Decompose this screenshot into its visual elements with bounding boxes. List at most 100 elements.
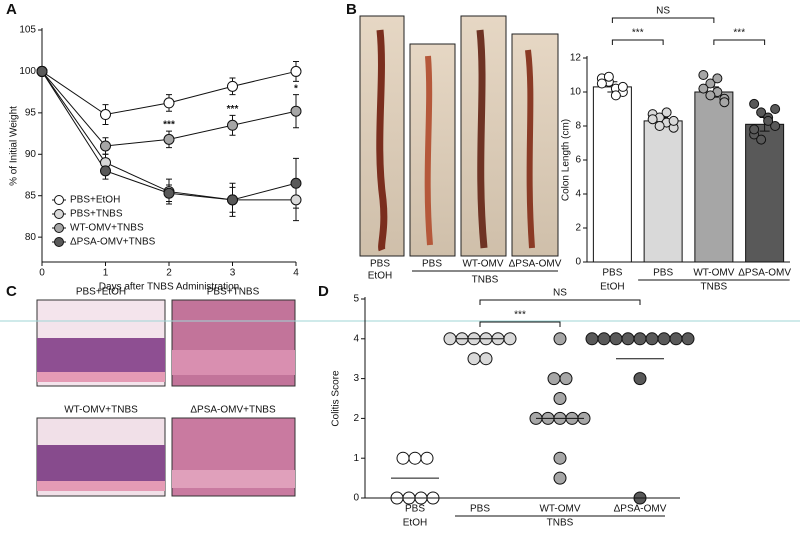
comparison-bracket [611,17,715,23]
data-point [100,140,111,152]
x-tick-label: 3 [230,268,236,279]
comparison-bracket [611,39,664,45]
data-point [698,83,709,94]
data-point [290,194,302,206]
bar [745,123,785,263]
legend-label: WT-OMV+TNBS [70,223,144,234]
y-tick-label: 2 [575,223,581,234]
photo [409,43,456,257]
panel-label: D [318,283,329,300]
group-label: TNBS [701,282,728,293]
data-point [763,115,774,126]
y-axis-label: % of Initial Weight [9,106,20,186]
data-point [749,98,760,109]
y-tick-label: 90 [25,149,37,160]
y-tick-label: 10 [570,87,582,98]
y-tick-label: 6 [575,155,581,166]
data-point [705,90,716,101]
y-tick-label: 95 [25,107,37,118]
data-point [290,65,302,77]
data-point [100,109,111,121]
data-point [597,332,611,346]
x-tick-label: ΔPSA-OMV [614,504,667,515]
histology-title: ΔPSA-OMV+TNBS [190,405,276,416]
comparison-label: NS [656,6,670,17]
data-point [479,352,493,366]
data-point [719,97,730,108]
comparison-bracket [479,299,641,305]
histology: PBS+EtOH PBS+TNBS WT-OMV+TNBS ΔPSA-OMV+T… [36,287,296,497]
histology-title: PBS+EtOH [76,287,126,298]
data-point [408,451,422,465]
photo-label: ΔPSA-OMV [509,259,562,270]
data-point [553,392,567,405]
legend-label: ΔPSA-OMV+TNBS [70,237,156,248]
photo-label: PBS [370,259,390,270]
comparison-label: *** [733,28,745,39]
data-point [661,107,672,118]
data-point [617,81,628,92]
colon [424,55,433,246]
y-tick-label: 1 [353,453,359,464]
data-point [647,114,658,125]
annotation: *** [163,120,175,131]
y-axis-label: Colon Length (cm) [561,119,572,201]
data-point [396,451,410,465]
y-tick-label: 4 [575,189,581,200]
y-tick-label: 100 [19,66,36,77]
data-point [756,107,767,118]
data-point [443,332,457,346]
data-point [657,332,671,346]
data-point [596,78,607,89]
x-tick-label: ΔPSA-OMV [738,268,791,279]
data-point [503,332,517,346]
data-point [36,65,48,77]
comparison-label: NS [553,288,567,299]
colon [376,29,388,252]
data-point [610,90,621,101]
comparison-label: *** [514,310,526,321]
y-tick-label: 0 [353,493,359,504]
data-point [669,332,683,346]
panel-label: A [6,1,17,18]
x-tick-label: 4 [293,268,299,279]
data-point [645,332,659,346]
x-tick-label: 2 [166,268,172,279]
colon [525,49,535,249]
colon [476,29,488,249]
data-point [770,104,781,114]
data-point [698,70,709,80]
data-point [633,372,647,386]
data-point [467,352,481,366]
data-point [163,187,175,199]
panel-label: C [6,283,17,300]
y-tick-label: 3 [353,373,359,384]
data-point [227,194,238,206]
tissue [172,350,295,375]
bar [592,86,632,263]
comparison-bracket [713,39,766,45]
tissue [37,372,165,382]
x-tick-label: WT-OMV [693,268,734,279]
comparison-bracket [479,321,561,327]
data-point [553,451,567,465]
data-point [705,78,716,89]
panel-label: B [346,1,357,18]
data-point [290,105,302,117]
legend-marker [54,223,64,233]
annotation: *** [227,104,239,115]
x-tick-label: 0 [39,268,45,279]
y-tick-label: 12 [570,53,582,64]
data-point [654,121,665,131]
photo-sublabel: TNBS [472,275,499,286]
legend-marker [54,195,64,205]
y-tick-label: 8 [575,121,581,132]
data-point [585,332,599,346]
colon-photos: PBS EtOH PBS WT-OMV ΔPSA-OMV TNBS [359,15,562,286]
x-tick-label: PBS [405,504,425,515]
y-tick-label: 5 [353,294,359,305]
tissue [37,481,165,491]
x-axis-label: Days after TNBS Administration [99,282,239,293]
data-point [609,332,623,346]
